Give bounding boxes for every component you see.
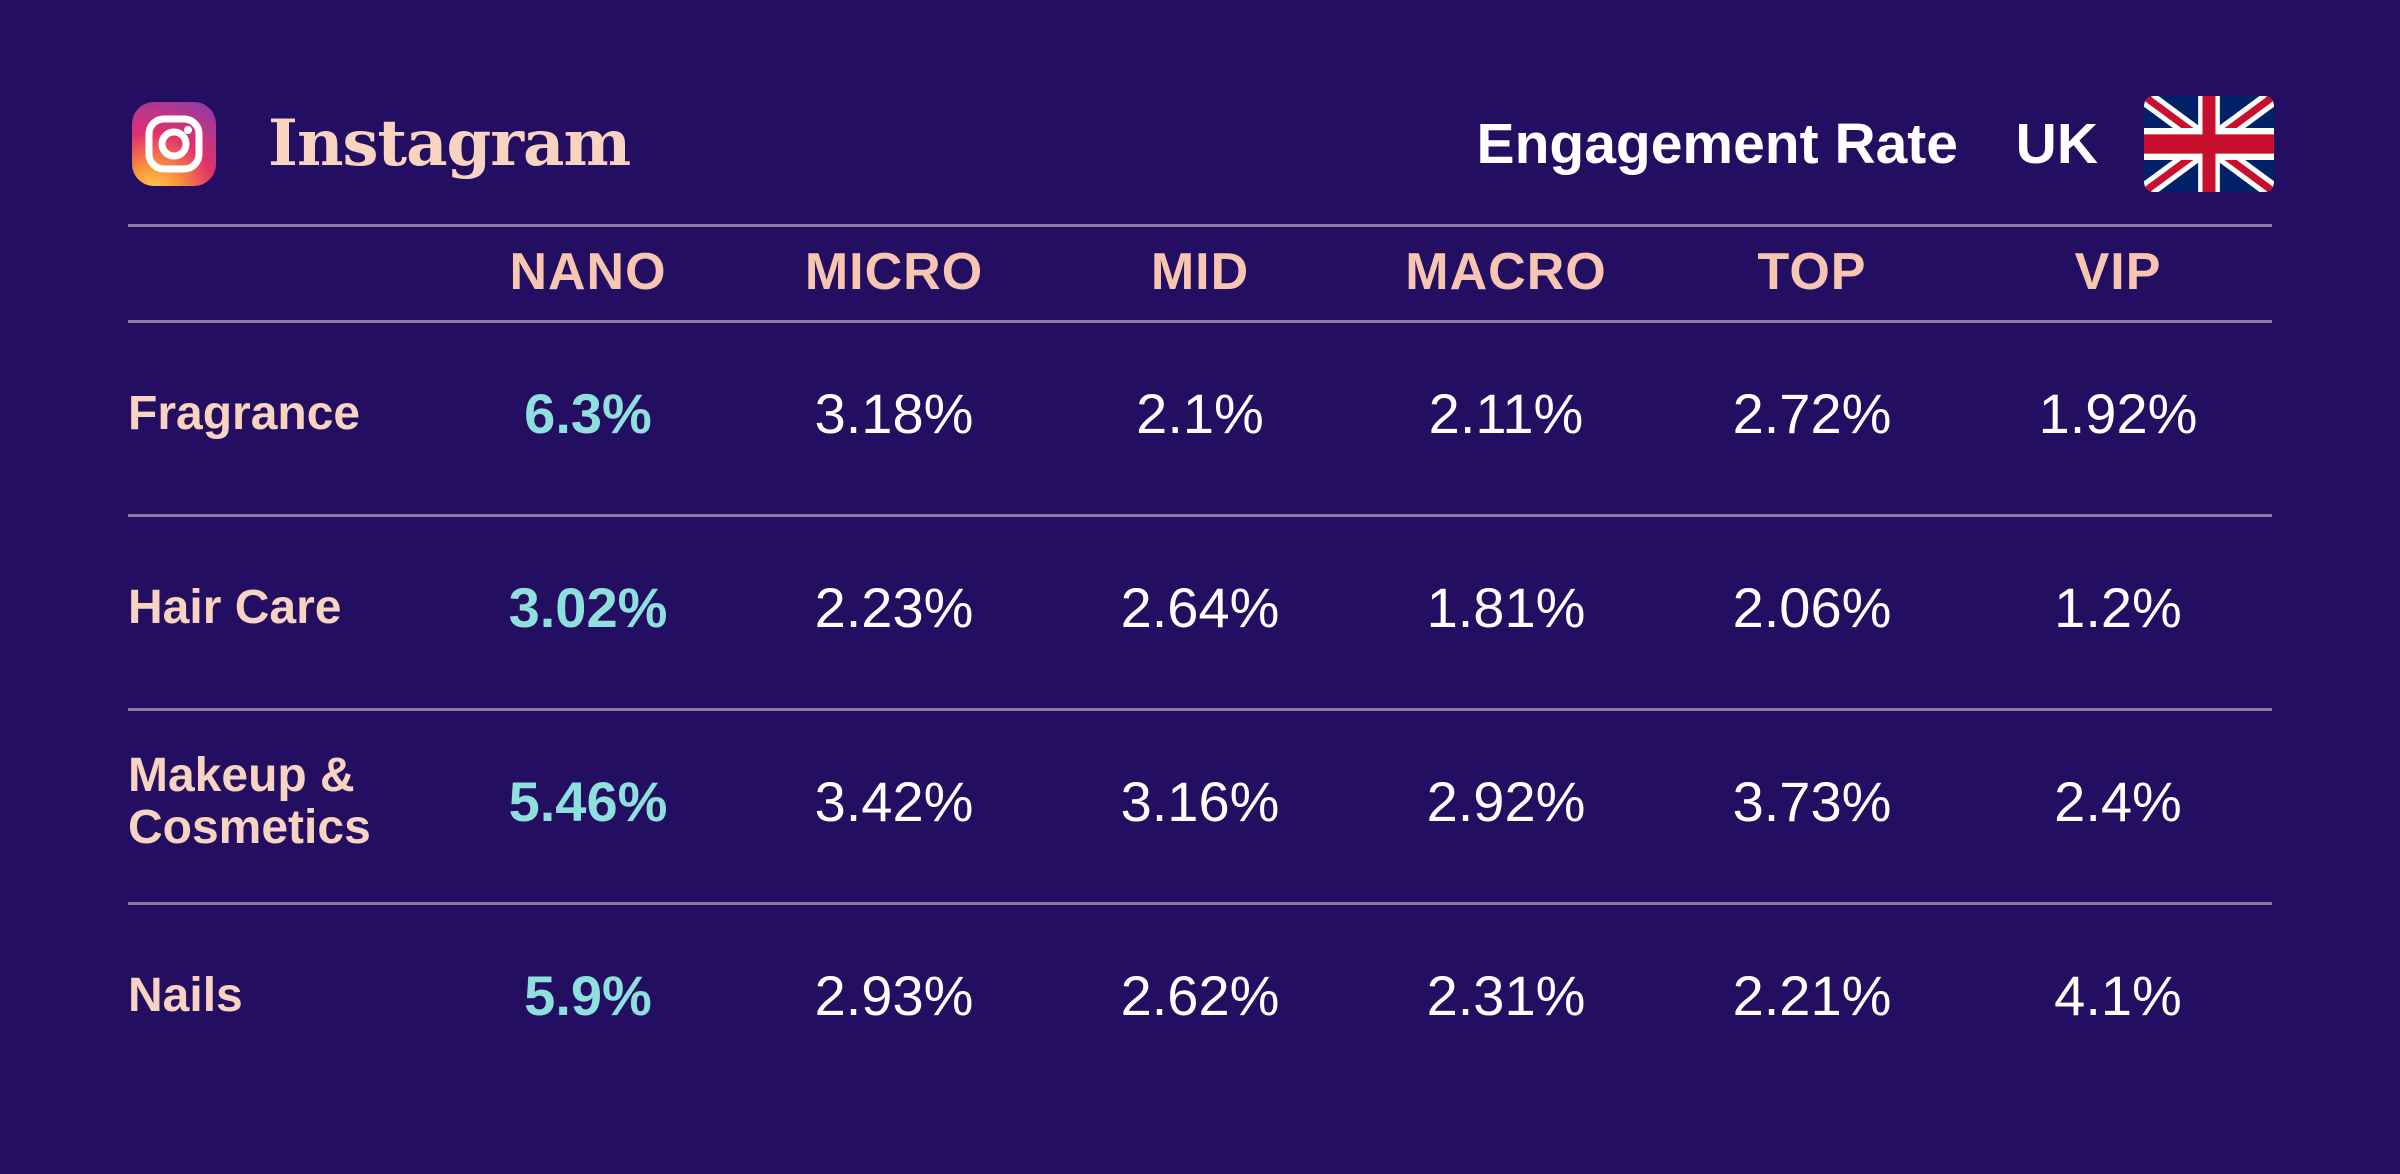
row-label-line: Fragrance (128, 387, 361, 440)
table-cell-top: 2.72% (1732, 382, 1892, 445)
row-label-line: Cosmetics (128, 801, 371, 854)
header: Instagram Engagement Rate UK (132, 96, 2274, 192)
metric-title: Engagement Rate (1476, 112, 1958, 176)
table-divider (128, 902, 2272, 905)
table-divider (128, 514, 2272, 517)
row-label-line: Makeup & (128, 749, 355, 802)
table-cell-vip: 4.1% (2054, 964, 2182, 1027)
instagram-icon (132, 102, 216, 186)
column-header-micro: MICRO (804, 243, 984, 301)
table-cell-nano: 6.3% (524, 382, 652, 445)
table-cell-nano: 5.46% (508, 770, 668, 833)
table-cell-macro: 2.11% (1428, 382, 1584, 445)
row-label-line: Hair Care (128, 581, 342, 634)
brand-name: Instagram (268, 106, 631, 181)
table-cell-nano: 3.02% (508, 576, 668, 639)
table-cell-nano: 5.9% (524, 964, 652, 1027)
row-label: Nails (128, 970, 243, 1022)
table-divider (128, 320, 2272, 323)
table-cell-mid: 2.62% (1120, 964, 1280, 1027)
row-label: Hair Care (128, 582, 341, 634)
column-header-macro: MACRO (1405, 243, 1607, 301)
column-header-top: TOP (1757, 243, 1867, 301)
table-cell-vip: 1.2% (2054, 576, 2182, 639)
column-header-vip: VIP (2074, 243, 2162, 301)
table-cell-micro: 2.93% (814, 964, 974, 1027)
table-cell-vip: 2.4% (2054, 770, 2182, 833)
table-cell-mid: 2.64% (1120, 576, 1280, 639)
row-label: Makeup & Cosmetics (128, 750, 371, 854)
table-cell-mid: 2.1% (1136, 382, 1264, 445)
column-header-nano: NANO (509, 243, 667, 301)
table-cell-micro: 3.42% (814, 770, 974, 833)
table-cell-top: 2.06% (1732, 576, 1892, 639)
table-cell-macro: 2.31% (1426, 964, 1586, 1027)
table-cell-macro: 1.81% (1426, 576, 1586, 639)
table-divider (128, 708, 2272, 711)
table-cell-micro: 2.23% (814, 576, 974, 639)
table-divider (128, 224, 2272, 227)
table-cell-micro: 3.18% (814, 382, 974, 445)
table-cell-vip: 1.92% (2038, 382, 2198, 445)
row-label-line: Nails (128, 969, 243, 1022)
table-cell-top: 2.21% (1732, 964, 1892, 1027)
table-cell-top: 3.73% (1732, 770, 1892, 833)
column-header-mid: MID (1150, 243, 1250, 301)
table-cell-mid: 3.16% (1120, 770, 1280, 833)
region-label: UK (2015, 112, 2098, 176)
uk-flag-icon (2144, 96, 2274, 192)
table-cell-macro: 2.92% (1426, 770, 1586, 833)
row-label: Fragrance (128, 388, 360, 440)
